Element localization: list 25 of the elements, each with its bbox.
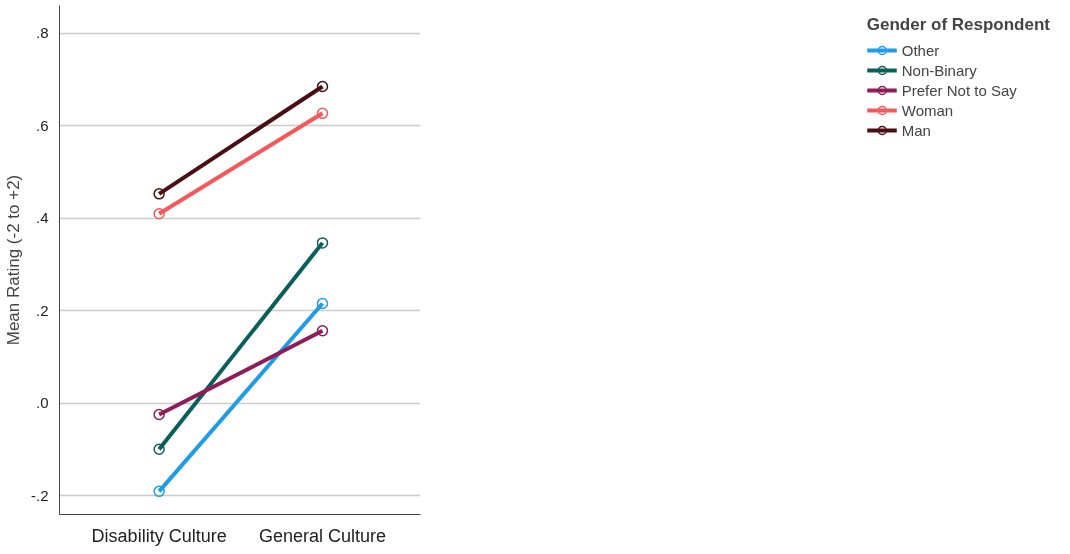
y-tick-label: .8 xyxy=(35,24,49,42)
point xyxy=(153,485,165,498)
legend-label: Woman xyxy=(901,101,954,119)
y-axis-title: Mean Rating (-2 to +2) xyxy=(4,174,23,346)
y-tick-label: -.2 xyxy=(31,486,49,504)
y-tick-label: .0 xyxy=(35,394,49,412)
legend-label: Man xyxy=(901,121,931,139)
point xyxy=(316,80,329,93)
point xyxy=(316,297,329,310)
point xyxy=(316,107,329,120)
point xyxy=(153,207,165,220)
x-tick-label: Disability Culture xyxy=(91,525,227,546)
legend-label: Other xyxy=(901,41,940,59)
y-tick-label: .2 xyxy=(35,301,49,319)
legend-label: Prefer Not to Say xyxy=(901,81,1017,99)
y-tick-label: .6 xyxy=(35,116,49,134)
point xyxy=(153,443,165,455)
point xyxy=(153,408,165,421)
x-tick-label: General Culture xyxy=(258,525,387,546)
point xyxy=(153,188,165,200)
legend-title: Gender of Respondent xyxy=(866,15,1050,35)
y-tick-label: .4 xyxy=(35,209,49,227)
point xyxy=(316,325,329,337)
legend-label: Non-Binary xyxy=(901,61,977,79)
point xyxy=(316,237,329,249)
